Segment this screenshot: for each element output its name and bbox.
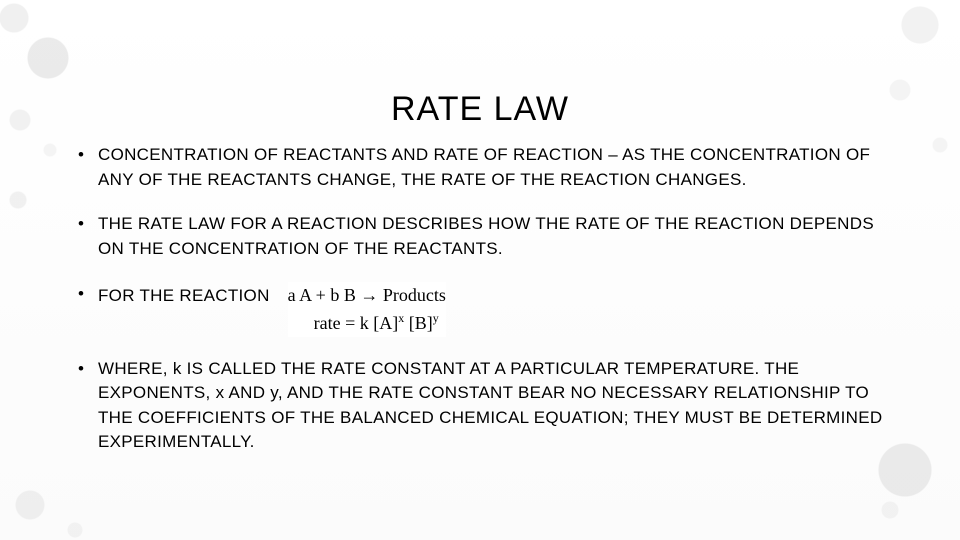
bullet-text: WHERE, k IS CALLED THE RATE CONSTANT AT … <box>98 359 882 452</box>
slide-title: RATE LAW <box>70 0 890 143</box>
equation-rate-prefix: rate = k [A] <box>314 313 399 333</box>
rate-equation: a A + b B → Products rate = k [A]x [B]y <box>288 282 446 337</box>
bullet-item: CONCENTRATION OF REACTANTS AND RATE OF R… <box>70 143 890 192</box>
bullet-item-where: WHERE, k IS CALLED THE RATE CONSTANT AT … <box>70 357 890 456</box>
equation-exp-y: y <box>433 311 439 325</box>
bullet-item: THE RATE LAW FOR A REACTION DESCRIBES HO… <box>70 212 890 261</box>
bullet-item-for-reaction: FOR THE REACTION a A + b B → Products ra… <box>70 282 890 337</box>
equation-line-2: rate = k [A]x [B]y <box>288 309 446 337</box>
equation-line-1: a A + b B → Products <box>288 282 446 309</box>
for-reaction-label: FOR THE REACTION <box>98 282 270 309</box>
bullet-list: CONCENTRATION OF REACTANTS AND RATE OF R… <box>70 143 890 455</box>
slide-content: RATE LAW CONCENTRATION OF REACTANTS AND … <box>0 0 960 540</box>
equation-rate-mid: [B] <box>404 313 433 333</box>
bullet-text: THE RATE LAW FOR A REACTION DESCRIBES HO… <box>98 214 874 258</box>
bullet-text: CONCENTRATION OF REACTANTS AND RATE OF R… <box>98 145 870 189</box>
